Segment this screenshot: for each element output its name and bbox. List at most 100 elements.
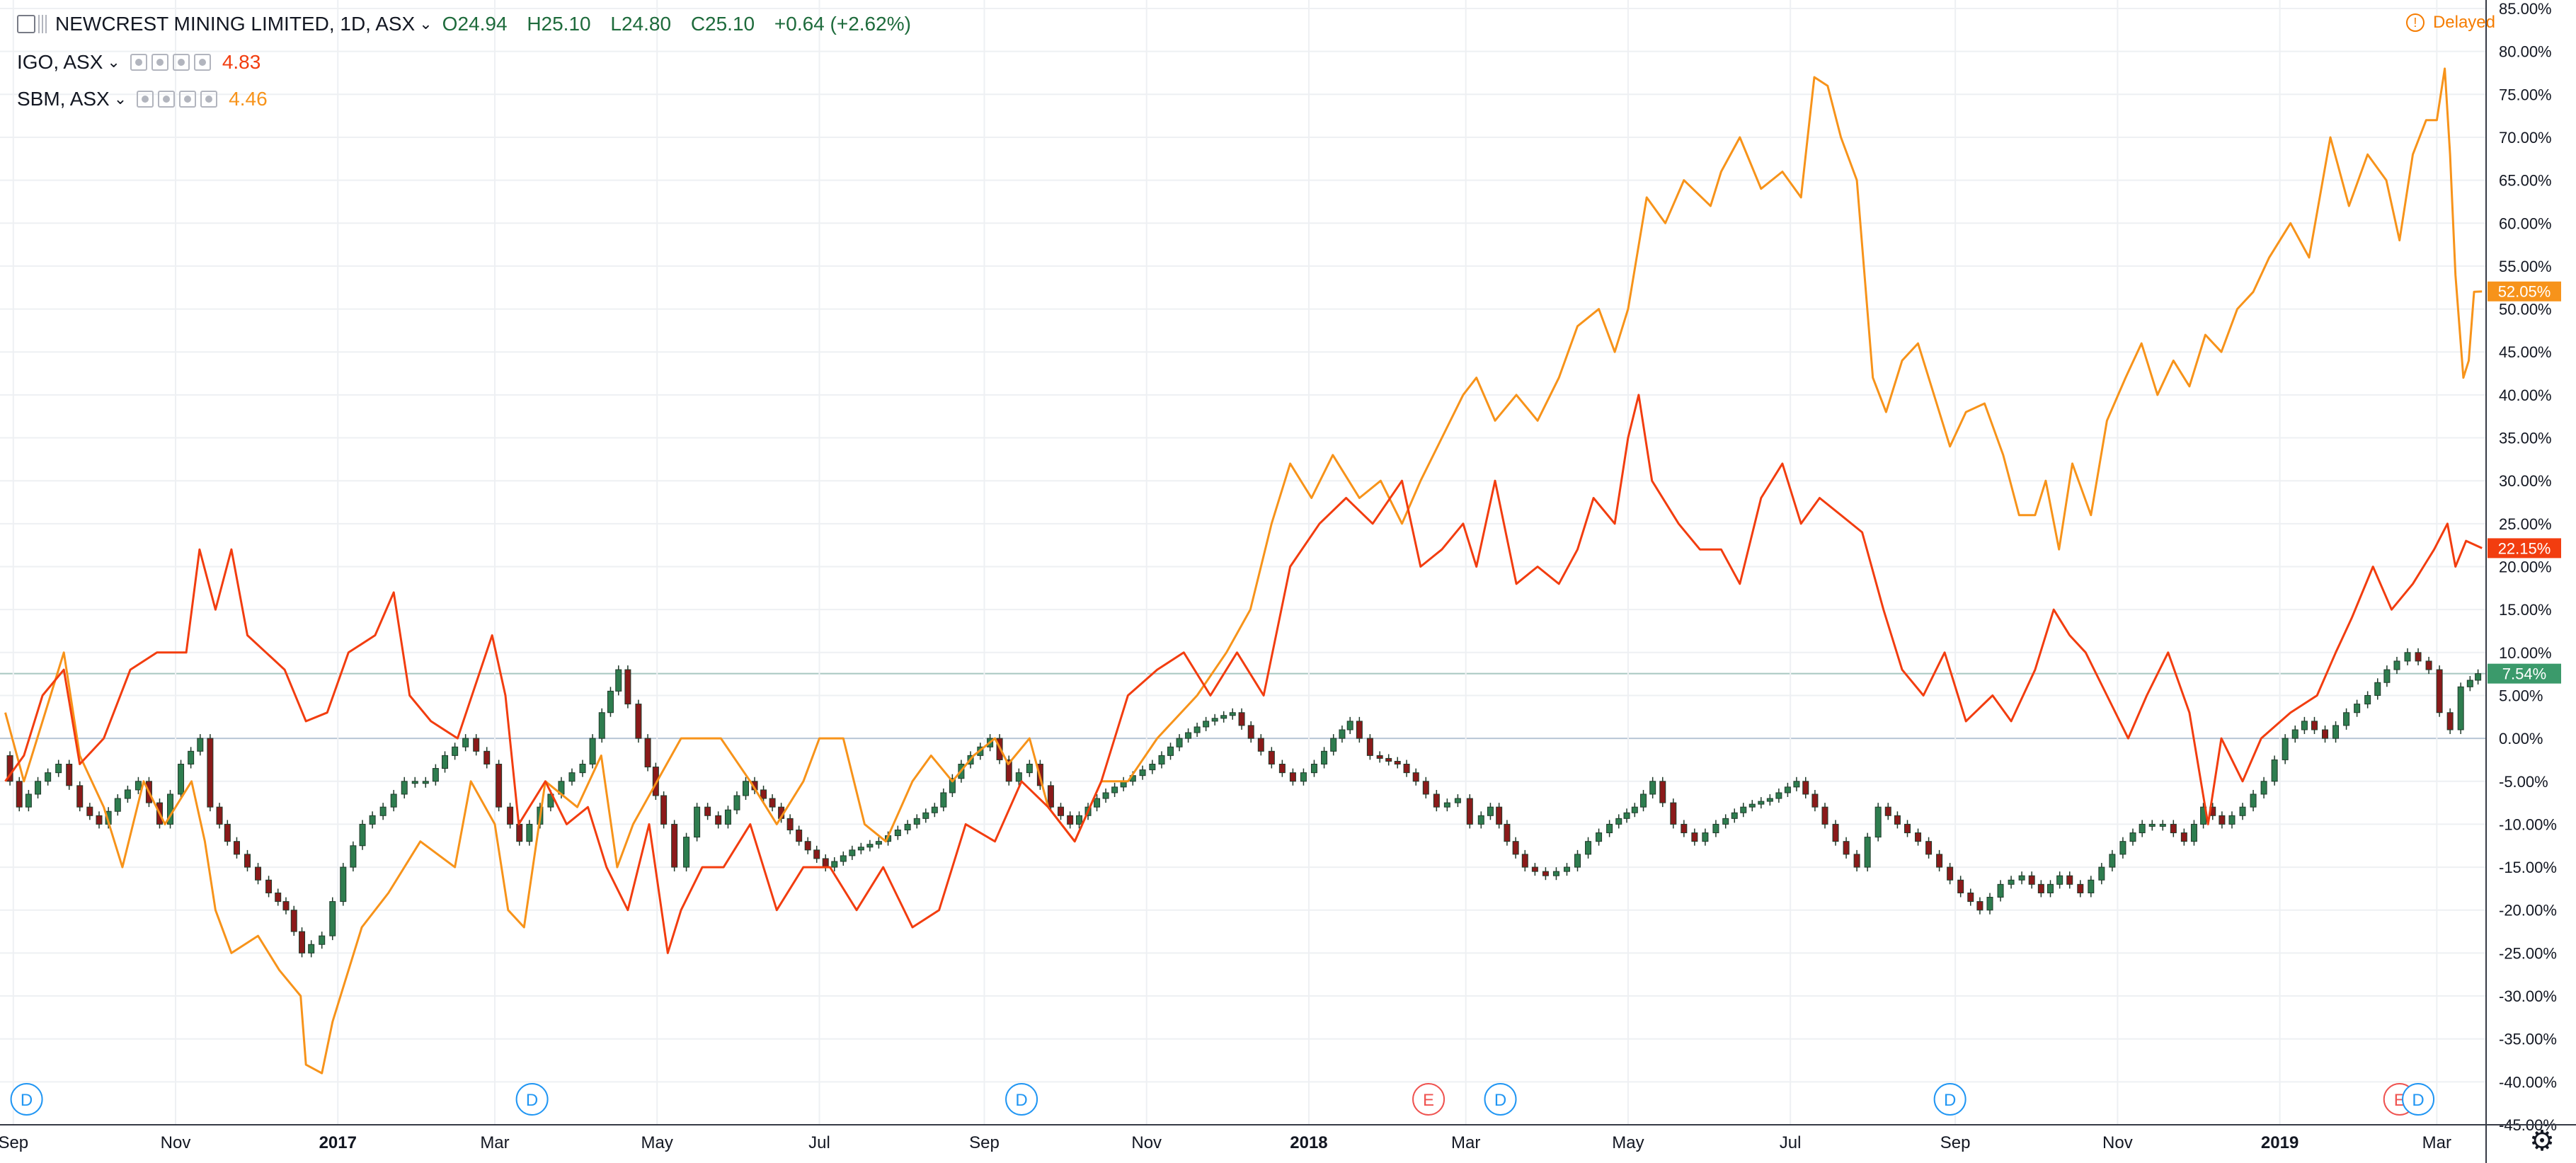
delayed-label: Delayed [2432, 13, 2495, 32]
candle-body [760, 789, 767, 799]
candle-body [1278, 764, 1286, 774]
y-tick-label: 70.00% [2499, 129, 2552, 147]
candle-body [1466, 798, 1473, 825]
x-tick-label: 2019 [2261, 1133, 2299, 1152]
candle-body [831, 861, 838, 868]
dividend-marker[interactable] [2402, 1083, 2435, 1116]
chevron-down-icon[interactable]: ⌄ [107, 53, 120, 71]
candle-body [1997, 883, 2004, 898]
dividend-marker[interactable] [1933, 1083, 1967, 1116]
candle-body [822, 858, 829, 868]
chevron-down-icon[interactable]: ⌄ [419, 15, 433, 33]
y-tick-label: 20.00% [2499, 558, 2552, 576]
candle-body [813, 849, 820, 859]
candle-body [1811, 794, 1819, 808]
candle-body [1238, 712, 1245, 726]
hatch-icon [38, 15, 48, 33]
y-tick-label: -25.00% [2499, 944, 2557, 962]
candle-body [2291, 729, 2299, 739]
candle-body [1185, 732, 1192, 739]
candle-body [1691, 832, 1698, 842]
last-value-label: 52.05% [2498, 283, 2551, 301]
dividend-marker[interactable] [1005, 1083, 1038, 1116]
gear-icon[interactable] [158, 91, 176, 108]
candle-body [1366, 738, 1373, 756]
delayed-badge[interactable]: ! Delayed [2405, 13, 2495, 33]
event-marker-label: D [1015, 1091, 1027, 1110]
info-icon: ! [2405, 13, 2425, 32]
candle-body [1766, 798, 1773, 802]
candle-body [2446, 712, 2454, 731]
candle-body [224, 823, 231, 842]
last-value-badge [2488, 281, 2561, 302]
candle-body [1094, 798, 1101, 808]
compare-symbol-name[interactable]: IGO, ASX [17, 51, 103, 73]
series-line [4, 67, 2483, 1075]
eye-icon[interactable] [137, 91, 154, 108]
candle-body [2343, 712, 2350, 726]
dividend-marker[interactable] [10, 1083, 43, 1116]
x-tick-label: Sep [0, 1133, 28, 1152]
comparison-lines [4, 67, 2483, 1075]
settings-gear-icon[interactable]: ⚙ [2529, 1125, 2555, 1157]
candle-body [1596, 832, 1603, 842]
x-tick-label: Mar [2422, 1133, 2451, 1152]
compare-value: 4.46 [229, 88, 268, 110]
candle-body [1385, 757, 1392, 762]
x-tick-label: Sep [969, 1133, 1000, 1152]
candle-body [743, 781, 750, 796]
candle-body [1193, 726, 1201, 733]
candle-body [1176, 738, 1183, 747]
candle-body [2260, 781, 2267, 795]
plus-icon[interactable] [179, 91, 197, 108]
close-icon[interactable] [193, 54, 211, 71]
earnings-marker[interactable] [1412, 1083, 1446, 1116]
candle-body [1740, 806, 1747, 813]
candle-body [1487, 806, 1494, 816]
eye-icon[interactable] [130, 54, 147, 71]
plus-icon[interactable] [172, 54, 190, 71]
candle-body [715, 815, 722, 825]
candle-body [329, 901, 336, 936]
candle-body [2056, 875, 2063, 885]
candle-body [857, 847, 864, 851]
candle-body [1615, 818, 1622, 825]
symbol-name[interactable]: NEWCREST MINING LIMITED, 1D, ASX [55, 13, 416, 35]
candle-body [786, 818, 794, 831]
compare-symbol-name[interactable]: SBM, ASX [17, 88, 110, 110]
candle-body [2037, 883, 2044, 893]
candle-body [1203, 721, 1210, 728]
candle-body [1915, 832, 1922, 842]
last-value-labels: 52.05% 22.15% 7.54% [2488, 281, 2561, 684]
candle-body [1167, 746, 1174, 756]
dividend-marker[interactable] [515, 1083, 549, 1116]
x-tick-label: Mar [480, 1133, 509, 1152]
grid-lines [0, 0, 2486, 1125]
collapse-icon[interactable] [17, 15, 35, 33]
y-tick-label: 35.00% [2499, 430, 2552, 447]
candle-body [2250, 794, 2257, 808]
candle-body [683, 837, 690, 868]
candle-body [1047, 785, 1054, 808]
candle-body [1496, 806, 1503, 825]
candle-body [1300, 772, 1307, 782]
candle-body [1659, 781, 1666, 803]
candle-body [1220, 715, 1227, 719]
close-icon[interactable] [200, 91, 218, 108]
y-tick-label: 65.00% [2499, 172, 2552, 190]
candle-body [644, 738, 651, 768]
gear-icon[interactable] [151, 54, 168, 71]
candle-body [359, 823, 366, 847]
candle-body [96, 815, 103, 825]
dividend-marker[interactable] [1484, 1083, 1517, 1116]
candle-body [1640, 794, 1647, 808]
candle-body [411, 781, 418, 784]
y-tick-label: 30.00% [2499, 472, 2552, 490]
chevron-down-icon[interactable]: ⌄ [113, 90, 127, 108]
event-marker-label: E [1423, 1091, 1434, 1110]
candle-body [635, 704, 642, 739]
candle-body [1005, 759, 1012, 782]
candle-body [2129, 832, 2136, 842]
